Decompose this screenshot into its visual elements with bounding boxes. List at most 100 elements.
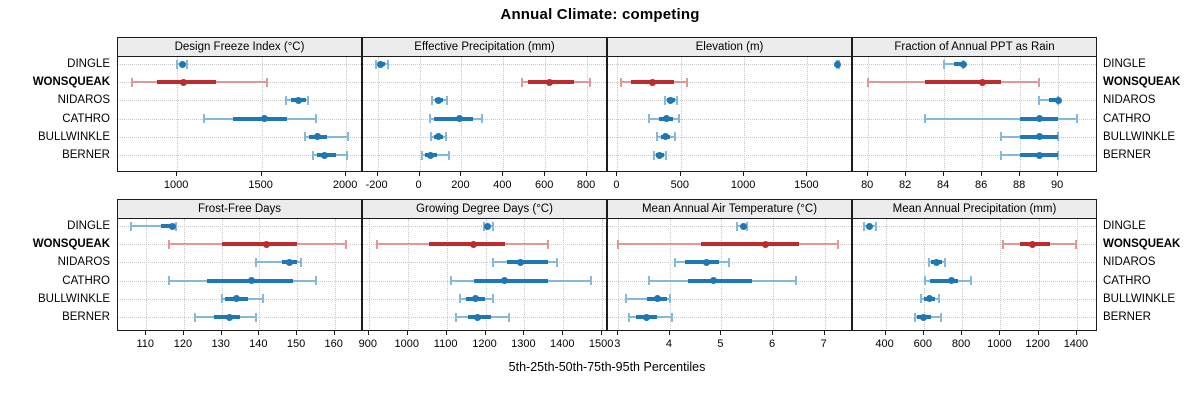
whisker-cap [491, 221, 494, 231]
gridline-v [259, 219, 261, 330]
axis-tick-label: 500 [670, 179, 689, 191]
axis-tick [460, 172, 462, 176]
gridline-h [363, 64, 606, 65]
median-dot [653, 295, 661, 303]
whisker-cap [863, 221, 866, 231]
median-dot [169, 222, 177, 230]
whisker-cap [265, 77, 268, 87]
gridline-h [853, 317, 1096, 318]
axis-tick [544, 172, 546, 176]
panel-strip-growing-degree-days-c: Growing Degree Days (°C) [362, 199, 607, 219]
axis-tick [445, 331, 447, 335]
axis-tick-label: 86 [975, 179, 988, 191]
median-dot [376, 60, 384, 68]
site-label-right-nidaros: NIDAROS [1103, 94, 1156, 107]
axis-tick [905, 172, 907, 176]
axis-tick [616, 172, 618, 176]
whisker-cap [746, 221, 749, 231]
whisker-cap [521, 77, 524, 87]
site-label-left-wonsqueak: WONSQUEAK [32, 238, 110, 251]
axis-tick [418, 172, 420, 176]
axis-tick [586, 172, 588, 176]
panel-strip-label: Mean Annual Air Temperature (°C) [641, 203, 818, 215]
axis-tick [601, 331, 603, 335]
median-dot [474, 313, 482, 321]
median-dot [932, 258, 940, 266]
whisker-cap [186, 59, 189, 69]
gridline-v [485, 219, 487, 330]
whisker-cap [429, 114, 431, 124]
median-dot [926, 295, 934, 303]
axis-tick-label: 82 [899, 179, 912, 191]
whisker-cap [938, 294, 941, 304]
gridline-v [885, 219, 887, 330]
whisker-cap [262, 294, 265, 304]
median-dot [472, 295, 480, 303]
panel-strip-mean-annual-air-temperature-c: Mean Annual Air Temperature (°C) [607, 199, 852, 219]
axis-tick-label: 900 [358, 338, 377, 350]
panel-frost-free-days [117, 219, 362, 331]
axis-tick-label: 1500 [794, 179, 819, 191]
median-dot [920, 313, 928, 321]
axis-tick-label: 1400 [550, 338, 575, 350]
panel-strip-label: Elevation (m) [695, 41, 764, 53]
gridline-h [363, 82, 606, 84]
gridline-h [363, 136, 606, 138]
axis-tick-label: 6 [768, 338, 776, 350]
whisker-cap [430, 132, 433, 142]
axis-tick-label: 400 [493, 179, 512, 191]
panel-strip-design-freeze-index-c: Design Freeze Index (°C) [117, 37, 362, 57]
whisker-cap [940, 312, 943, 322]
median-dot [501, 277, 509, 285]
gridline-h [608, 100, 851, 102]
axis-tick [376, 172, 378, 176]
axis-tick-label: 150 [286, 338, 306, 350]
median-dot [179, 78, 187, 86]
median-dot [959, 60, 967, 68]
median-dot [313, 133, 321, 141]
whisker-cap [589, 276, 592, 286]
median-dot [517, 258, 524, 266]
whisker-cap [431, 95, 434, 105]
panel-strip-elevation-m: Elevation (m) [607, 37, 852, 57]
median-dot [761, 240, 769, 248]
median-dot [656, 151, 664, 159]
whisker-cap [220, 294, 223, 304]
panel-elevation-m [607, 57, 852, 172]
whisker-cap [374, 59, 377, 69]
site-label-left-nidaros: NIDAROS [57, 94, 110, 107]
gridline-h [608, 226, 851, 227]
site-label-right-bullwinkle: BULLWINKLE [1103, 292, 1176, 305]
median-dot [286, 258, 293, 266]
whisker-cap [617, 239, 620, 249]
panel-strip-mean-annual-precipitation-mm: Mean Annual Precipitation (mm) [852, 199, 1097, 219]
gridline-h [363, 118, 606, 120]
whisker-cap [285, 95, 288, 105]
whisker-cap [671, 312, 674, 322]
whisker-cap [874, 221, 877, 231]
axis-tick [502, 172, 504, 176]
gridline-v [602, 219, 604, 330]
axis-tick [1019, 172, 1021, 176]
whisker-cap [728, 257, 731, 267]
panel-strip-label: Growing Degree Days (°C) [416, 203, 553, 215]
whisker-cap [668, 294, 671, 304]
iqr-bar [221, 242, 298, 247]
gridline-v [377, 57, 379, 171]
axis-tick-label: 90 [1050, 179, 1064, 191]
median-dot [321, 151, 329, 159]
axis-tick-label: 1200 [472, 338, 497, 350]
site-label-left-bullwinkle: BULLWINKLE [37, 292, 110, 305]
whisker-cap [1038, 77, 1041, 87]
whisker-cap [1057, 150, 1060, 160]
axis-tick [406, 331, 408, 335]
axis-tick [668, 331, 670, 335]
axis-tick [884, 331, 886, 335]
whisker-cap [445, 95, 448, 105]
gridline-v [906, 57, 908, 171]
whisker-cap [653, 150, 656, 160]
whisker-cap [677, 114, 680, 124]
whisker-cap [314, 114, 317, 124]
site-label-left-wonsqueak: WONSQUEAK [32, 76, 110, 89]
